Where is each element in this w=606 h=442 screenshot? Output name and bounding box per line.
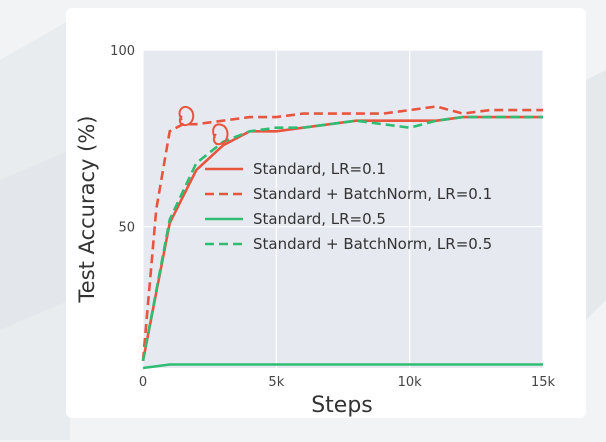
x-tick-label: 10k (398, 375, 423, 390)
handwritten-circle-mark (212, 123, 229, 146)
y-axis-label: Test Accuracy (%) (75, 116, 99, 304)
series-lines (141, 105, 543, 370)
series-line-1 (141, 105, 543, 362)
y-tick-label: 50 (118, 221, 135, 236)
x-tick-label: 0 (139, 375, 147, 390)
plot-area (143, 50, 543, 368)
grid (142, 49, 544, 368)
y-tick-label: 100 (110, 44, 135, 59)
x-tick-label: 15k (531, 375, 556, 390)
legend-label: Standard + BatchNorm, LR=0.5 (253, 235, 492, 253)
handwritten-marks (178, 106, 229, 146)
handwritten-circle-mark (178, 106, 195, 127)
series-line-2 (142, 363, 543, 370)
legend-label: Standard, LR=0.1 (253, 160, 386, 178)
legend: Standard, LR=0.1 Standard + BatchNorm, LR… (205, 160, 492, 253)
x-tick-label: 5k (268, 375, 284, 390)
legend-label: Standard, LR=0.5 (253, 210, 386, 228)
axis-ticks: 0 5k 10k 15k 50 100 (110, 44, 555, 390)
series-line-3 (141, 115, 543, 362)
legend-label: Standard + BatchNorm, LR=0.1 (253, 185, 492, 203)
x-axis-label: Steps (311, 393, 373, 418)
